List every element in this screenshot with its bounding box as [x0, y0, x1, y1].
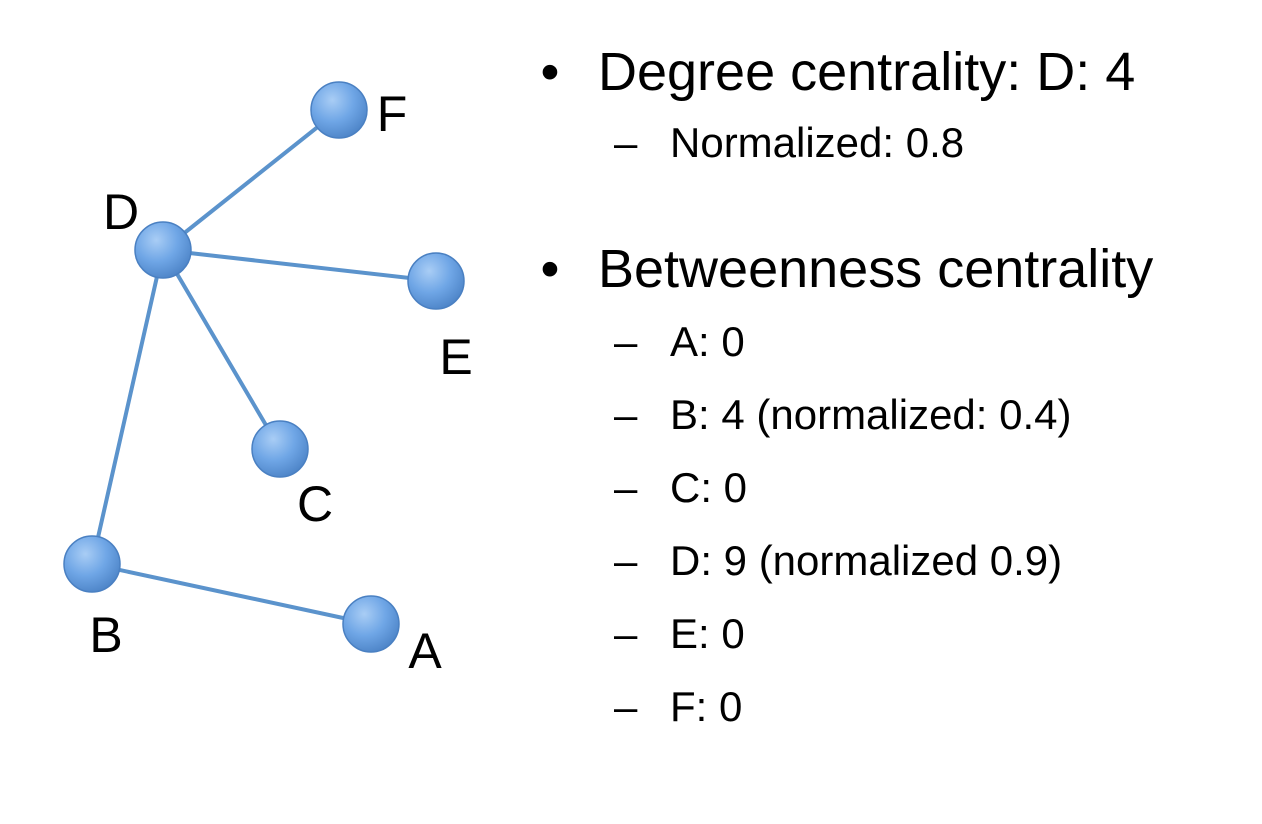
betweenness-item-text: E: 0: [670, 610, 745, 657]
dash-icon: –: [614, 464, 638, 511]
betweenness-centrality-heading: • Betweenness centrality: [530, 235, 1250, 303]
bullet-icon: •: [540, 239, 560, 299]
edge-d-f: [161, 108, 341, 252]
betweenness-item-f: – F: 0: [530, 670, 1250, 743]
dash-icon: –: [614, 391, 638, 438]
node-f: [310, 81, 368, 139]
betweenness-centrality-title: Betweenness centrality: [598, 239, 1154, 299]
dash-icon: –: [614, 683, 638, 730]
node-label-c: C: [297, 476, 333, 532]
dash-icon: –: [614, 318, 638, 365]
edge-d-b: [90, 248, 165, 566]
node-e: [407, 252, 465, 310]
betweenness-item-a: – A: 0: [530, 305, 1250, 378]
node-label-e: E: [439, 329, 472, 385]
degree-centrality-title: Degree centrality: D: 4: [598, 42, 1136, 102]
bullet-icon: •: [540, 42, 560, 102]
degree-centrality-details: – Normalized: 0.8: [530, 106, 1250, 179]
betweenness-centrality-section: • Betweenness centrality – A: 0 – B: 4 (…: [530, 235, 1250, 743]
betweenness-item-b: – B: 4 (normalized: 0.4): [530, 378, 1250, 451]
edge-d-e: [161, 248, 438, 283]
degree-centrality-heading: • Degree centrality: D: 4: [530, 38, 1250, 106]
node-a: [342, 595, 400, 653]
node-label-d: D: [103, 184, 139, 240]
dash-icon: –: [614, 537, 638, 584]
network-graph: F D E C B A: [63, 81, 473, 679]
betweenness-item-d: – D: 9 (normalized 0.9): [530, 524, 1250, 597]
degree-centrality-section: • Degree centrality: D: 4 – Normalized: …: [530, 38, 1250, 179]
degree-normalized-item: – Normalized: 0.8: [530, 106, 1250, 179]
dash-icon: –: [614, 610, 638, 657]
nodes-layer: [63, 81, 465, 653]
node-label-b: B: [89, 607, 122, 663]
node-label-f: F: [377, 86, 408, 142]
node-label-a: A: [408, 623, 442, 679]
dash-icon: –: [614, 119, 638, 166]
edge-b-a: [90, 562, 373, 626]
labels-layer: F D E C B A: [89, 86, 472, 679]
node-d: [134, 221, 192, 279]
betweenness-item-c: – C: 0: [530, 451, 1250, 524]
edge-d-c: [161, 248, 282, 451]
betweenness-item-e: – E: 0: [530, 597, 1250, 670]
centrality-text-panel: • Degree centrality: D: 4 – Normalized: …: [530, 38, 1250, 743]
betweenness-centrality-values: – A: 0 – B: 4 (normalized: 0.4) – C: 0 –…: [530, 305, 1250, 743]
betweenness-item-text: C: 0: [670, 464, 748, 511]
betweenness-item-text: A: 0: [670, 318, 745, 365]
betweenness-item-text: D: 9 (normalized 0.9): [670, 537, 1063, 584]
node-b: [63, 535, 121, 593]
node-c: [251, 420, 309, 478]
betweenness-item-text: F: 0: [670, 683, 743, 730]
edges-layer: [90, 108, 438, 626]
betweenness-item-text: B: 4 (normalized: 0.4): [670, 391, 1072, 438]
degree-normalized-text: Normalized: 0.8: [670, 119, 965, 166]
